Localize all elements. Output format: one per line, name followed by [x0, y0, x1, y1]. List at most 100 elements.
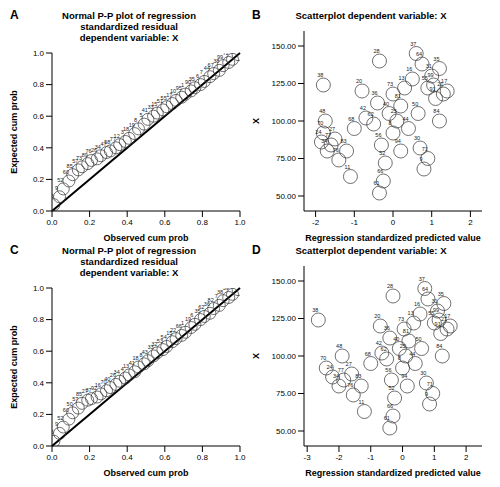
- svg-text:0.0: 0.0: [33, 207, 45, 216]
- svg-text:52: 52: [57, 177, 63, 183]
- svg-text:6: 6: [190, 312, 193, 318]
- svg-text:12: 12: [114, 133, 120, 139]
- svg-text:Expected cum prob: Expected cum prob: [9, 90, 19, 174]
- svg-text:35: 35: [433, 56, 439, 62]
- svg-text:Expected cum prob: Expected cum prob: [9, 325, 19, 409]
- svg-text:Regression standardized predic: Regression standardized predicted value: [305, 468, 481, 478]
- svg-text:37: 37: [410, 41, 416, 47]
- svg-text:0.4: 0.4: [33, 379, 45, 388]
- svg-text:-2: -2: [335, 453, 343, 462]
- svg-text:73: 73: [398, 316, 404, 322]
- svg-text:1.0: 1.0: [234, 218, 246, 227]
- svg-text:1: 1: [432, 453, 437, 462]
- svg-text:0.2: 0.2: [33, 410, 45, 419]
- svg-text:75.00: 75.00: [276, 154, 297, 163]
- svg-text:20: 20: [374, 313, 380, 319]
- svg-text:17: 17: [441, 78, 447, 84]
- svg-text:34: 34: [114, 369, 120, 375]
- svg-text:61: 61: [373, 180, 379, 186]
- svg-text:0.6: 0.6: [159, 218, 171, 227]
- svg-text:35: 35: [189, 76, 195, 82]
- svg-text:24: 24: [327, 364, 333, 370]
- svg-text:0.4: 0.4: [122, 218, 134, 227]
- svg-text:30: 30: [414, 135, 420, 141]
- svg-text:91: 91: [435, 321, 441, 327]
- svg-text:0.2: 0.2: [33, 175, 45, 184]
- svg-text:-1: -1: [367, 453, 375, 462]
- svg-text:73: 73: [387, 81, 393, 87]
- svg-text:1: 1: [429, 218, 434, 227]
- svg-text:84: 84: [436, 343, 442, 349]
- svg-text:0.6: 0.6: [33, 112, 45, 121]
- svg-text:48: 48: [336, 343, 342, 349]
- svg-text:1: 1: [181, 320, 184, 326]
- svg-text:44: 44: [402, 116, 408, 122]
- svg-text:0.2: 0.2: [84, 453, 96, 462]
- svg-text:52: 52: [389, 385, 395, 391]
- svg-text:66: 66: [377, 168, 383, 174]
- svg-text:56: 56: [375, 132, 381, 138]
- svg-text:0.8: 0.8: [33, 315, 45, 324]
- svg-text:-1: -1: [351, 218, 359, 227]
- svg-text:91: 91: [430, 86, 436, 92]
- svg-text:24: 24: [315, 129, 321, 135]
- svg-text:0.6: 0.6: [159, 453, 171, 462]
- svg-text:1: 1: [181, 82, 184, 88]
- svg-text:83: 83: [355, 373, 361, 379]
- svg-text:50.00: 50.00: [276, 192, 297, 201]
- svg-text:125.00: 125.00: [272, 79, 297, 88]
- svg-text:18: 18: [132, 355, 138, 361]
- svg-text:50: 50: [412, 101, 418, 107]
- svg-text:0.4: 0.4: [122, 453, 134, 462]
- svg-text:28: 28: [373, 48, 379, 54]
- svg-text:83: 83: [341, 138, 347, 144]
- svg-text:1.0: 1.0: [33, 49, 45, 58]
- svg-text:13: 13: [399, 75, 405, 81]
- svg-text:66: 66: [387, 403, 393, 409]
- svg-text:150.00: 150.00: [272, 277, 297, 286]
- svg-text:Regression standardized predic: Regression standardized predicted value: [305, 233, 481, 243]
- svg-text:37: 37: [419, 276, 425, 282]
- svg-text:11: 11: [359, 399, 365, 405]
- svg-text:81: 81: [395, 93, 401, 99]
- svg-text:27: 27: [346, 361, 352, 367]
- svg-text:68: 68: [365, 351, 371, 357]
- svg-text:16: 16: [414, 301, 420, 307]
- svg-text:0: 0: [391, 218, 396, 227]
- svg-text:0.2: 0.2: [84, 218, 96, 227]
- svg-text:60: 60: [63, 407, 69, 413]
- svg-text:0.4: 0.4: [33, 144, 45, 153]
- svg-text:50.00: 50.00: [276, 427, 297, 436]
- svg-text:50: 50: [416, 336, 422, 342]
- svg-text:Observed cum prob: Observed cum prob: [103, 468, 189, 478]
- svg-text:70: 70: [320, 355, 326, 361]
- svg-text:0.0: 0.0: [46, 218, 58, 227]
- svg-text:6: 6: [196, 73, 199, 79]
- svg-text:X: X: [251, 353, 261, 359]
- svg-text:16: 16: [406, 66, 412, 72]
- svg-text:99: 99: [428, 72, 434, 78]
- svg-text:38: 38: [317, 72, 323, 78]
- svg-text:1.0: 1.0: [33, 284, 45, 293]
- svg-text:11: 11: [345, 164, 351, 170]
- svg-text:36: 36: [371, 90, 377, 96]
- svg-text:64: 64: [422, 286, 428, 292]
- svg-text:100.00: 100.00: [272, 117, 297, 126]
- svg-text:29: 29: [226, 53, 232, 54]
- svg-text:30: 30: [420, 370, 426, 376]
- svg-text:20: 20: [356, 78, 362, 84]
- svg-text:64: 64: [416, 51, 422, 57]
- svg-text:28: 28: [387, 283, 393, 289]
- svg-text:27: 27: [329, 126, 335, 132]
- svg-text:-2: -2: [312, 218, 320, 227]
- svg-text:100.00: 100.00: [272, 352, 297, 361]
- svg-text:28: 28: [226, 288, 232, 289]
- svg-text:75.00: 75.00: [276, 389, 297, 398]
- svg-text:35: 35: [438, 291, 444, 297]
- svg-text:48: 48: [319, 108, 325, 114]
- svg-text:0.8: 0.8: [197, 218, 209, 227]
- svg-text:1.0: 1.0: [234, 453, 246, 462]
- svg-text:40: 40: [393, 336, 399, 342]
- svg-text:71: 71: [422, 146, 428, 152]
- svg-text:62: 62: [368, 111, 374, 117]
